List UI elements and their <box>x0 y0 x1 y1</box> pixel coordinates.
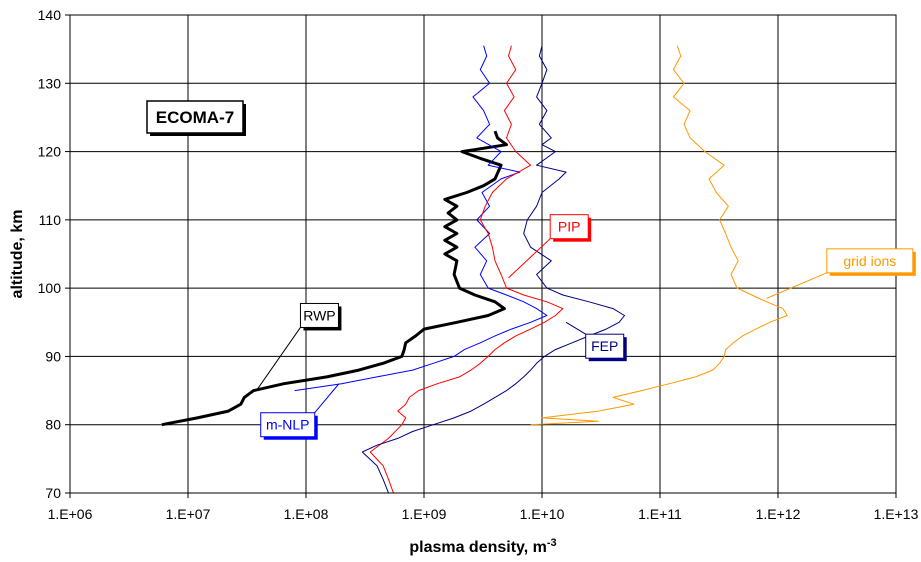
annotations: ECOMA-7 RWP m-NLP PIP FEP grid ions <box>146 100 916 440</box>
x-tick-label: 1.E+10 <box>520 506 565 522</box>
chart-title: ECOMA-7 <box>156 108 234 127</box>
series-line-m-nlp <box>294 45 548 392</box>
y-tick-label: 90 <box>45 348 61 364</box>
y-tick-label: 120 <box>38 144 62 160</box>
fep-label: FEP <box>591 338 618 354</box>
tick-labels: 1.E+06 1.E+07 1.E+08 1.E+09 1.E+10 1.E+11 1.E+… <box>38 7 919 522</box>
y-tick-label: 100 <box>38 280 62 296</box>
grid-ions-label: grid ions <box>843 253 896 269</box>
grid-ions-leader-line <box>766 272 828 299</box>
series-line-grid-ions <box>530 45 788 426</box>
y-tick-label: 130 <box>38 75 62 91</box>
x-tick-label: 1.E+09 <box>402 506 447 522</box>
x-tick-label: 1.E+07 <box>166 506 211 522</box>
x-tick-label: 1.E+12 <box>756 506 801 522</box>
title-box <box>146 100 244 134</box>
m-nlp-label: m-NLP <box>266 417 310 433</box>
fep-leader-line <box>565 321 586 335</box>
x-axis-title: plasma density, m-3 <box>409 537 556 556</box>
x-axis-title-text: plasma density, m <box>409 539 547 556</box>
x-tick-label: 1.E+13 <box>874 506 919 522</box>
rwp-label: RWP <box>303 307 335 323</box>
pip-label-box <box>549 214 589 240</box>
pip-leader-line <box>508 238 551 279</box>
grid-lines <box>69 14 897 494</box>
y-tick-label: 80 <box>45 417 61 433</box>
rwp-leader-line <box>256 327 301 391</box>
series-line-fep <box>361 45 625 494</box>
y-axis-title: altitude, km <box>9 210 26 299</box>
fep-label-box <box>585 333 625 359</box>
y-tick-label: 140 <box>38 7 62 23</box>
x-axis-title-superscript: -3 <box>547 537 557 549</box>
x-tick-label: 1.E+11 <box>638 506 682 522</box>
pip-label: PIP <box>558 219 581 235</box>
series-line-rwp <box>161 130 508 427</box>
y-tick-label: 110 <box>39 212 62 228</box>
x-tick-label: 1.E+06 <box>48 506 93 522</box>
series-lines <box>161 45 788 494</box>
grid-ions-label-box <box>826 248 914 274</box>
rwp-label-box <box>299 302 339 328</box>
x-tick-label: 1.E+08 <box>284 506 329 522</box>
m-nlp-label-box <box>260 412 316 438</box>
series-line-pip <box>369 45 564 494</box>
m-nlp-leader-line <box>314 383 340 414</box>
y-tick-label: 70 <box>45 485 61 501</box>
